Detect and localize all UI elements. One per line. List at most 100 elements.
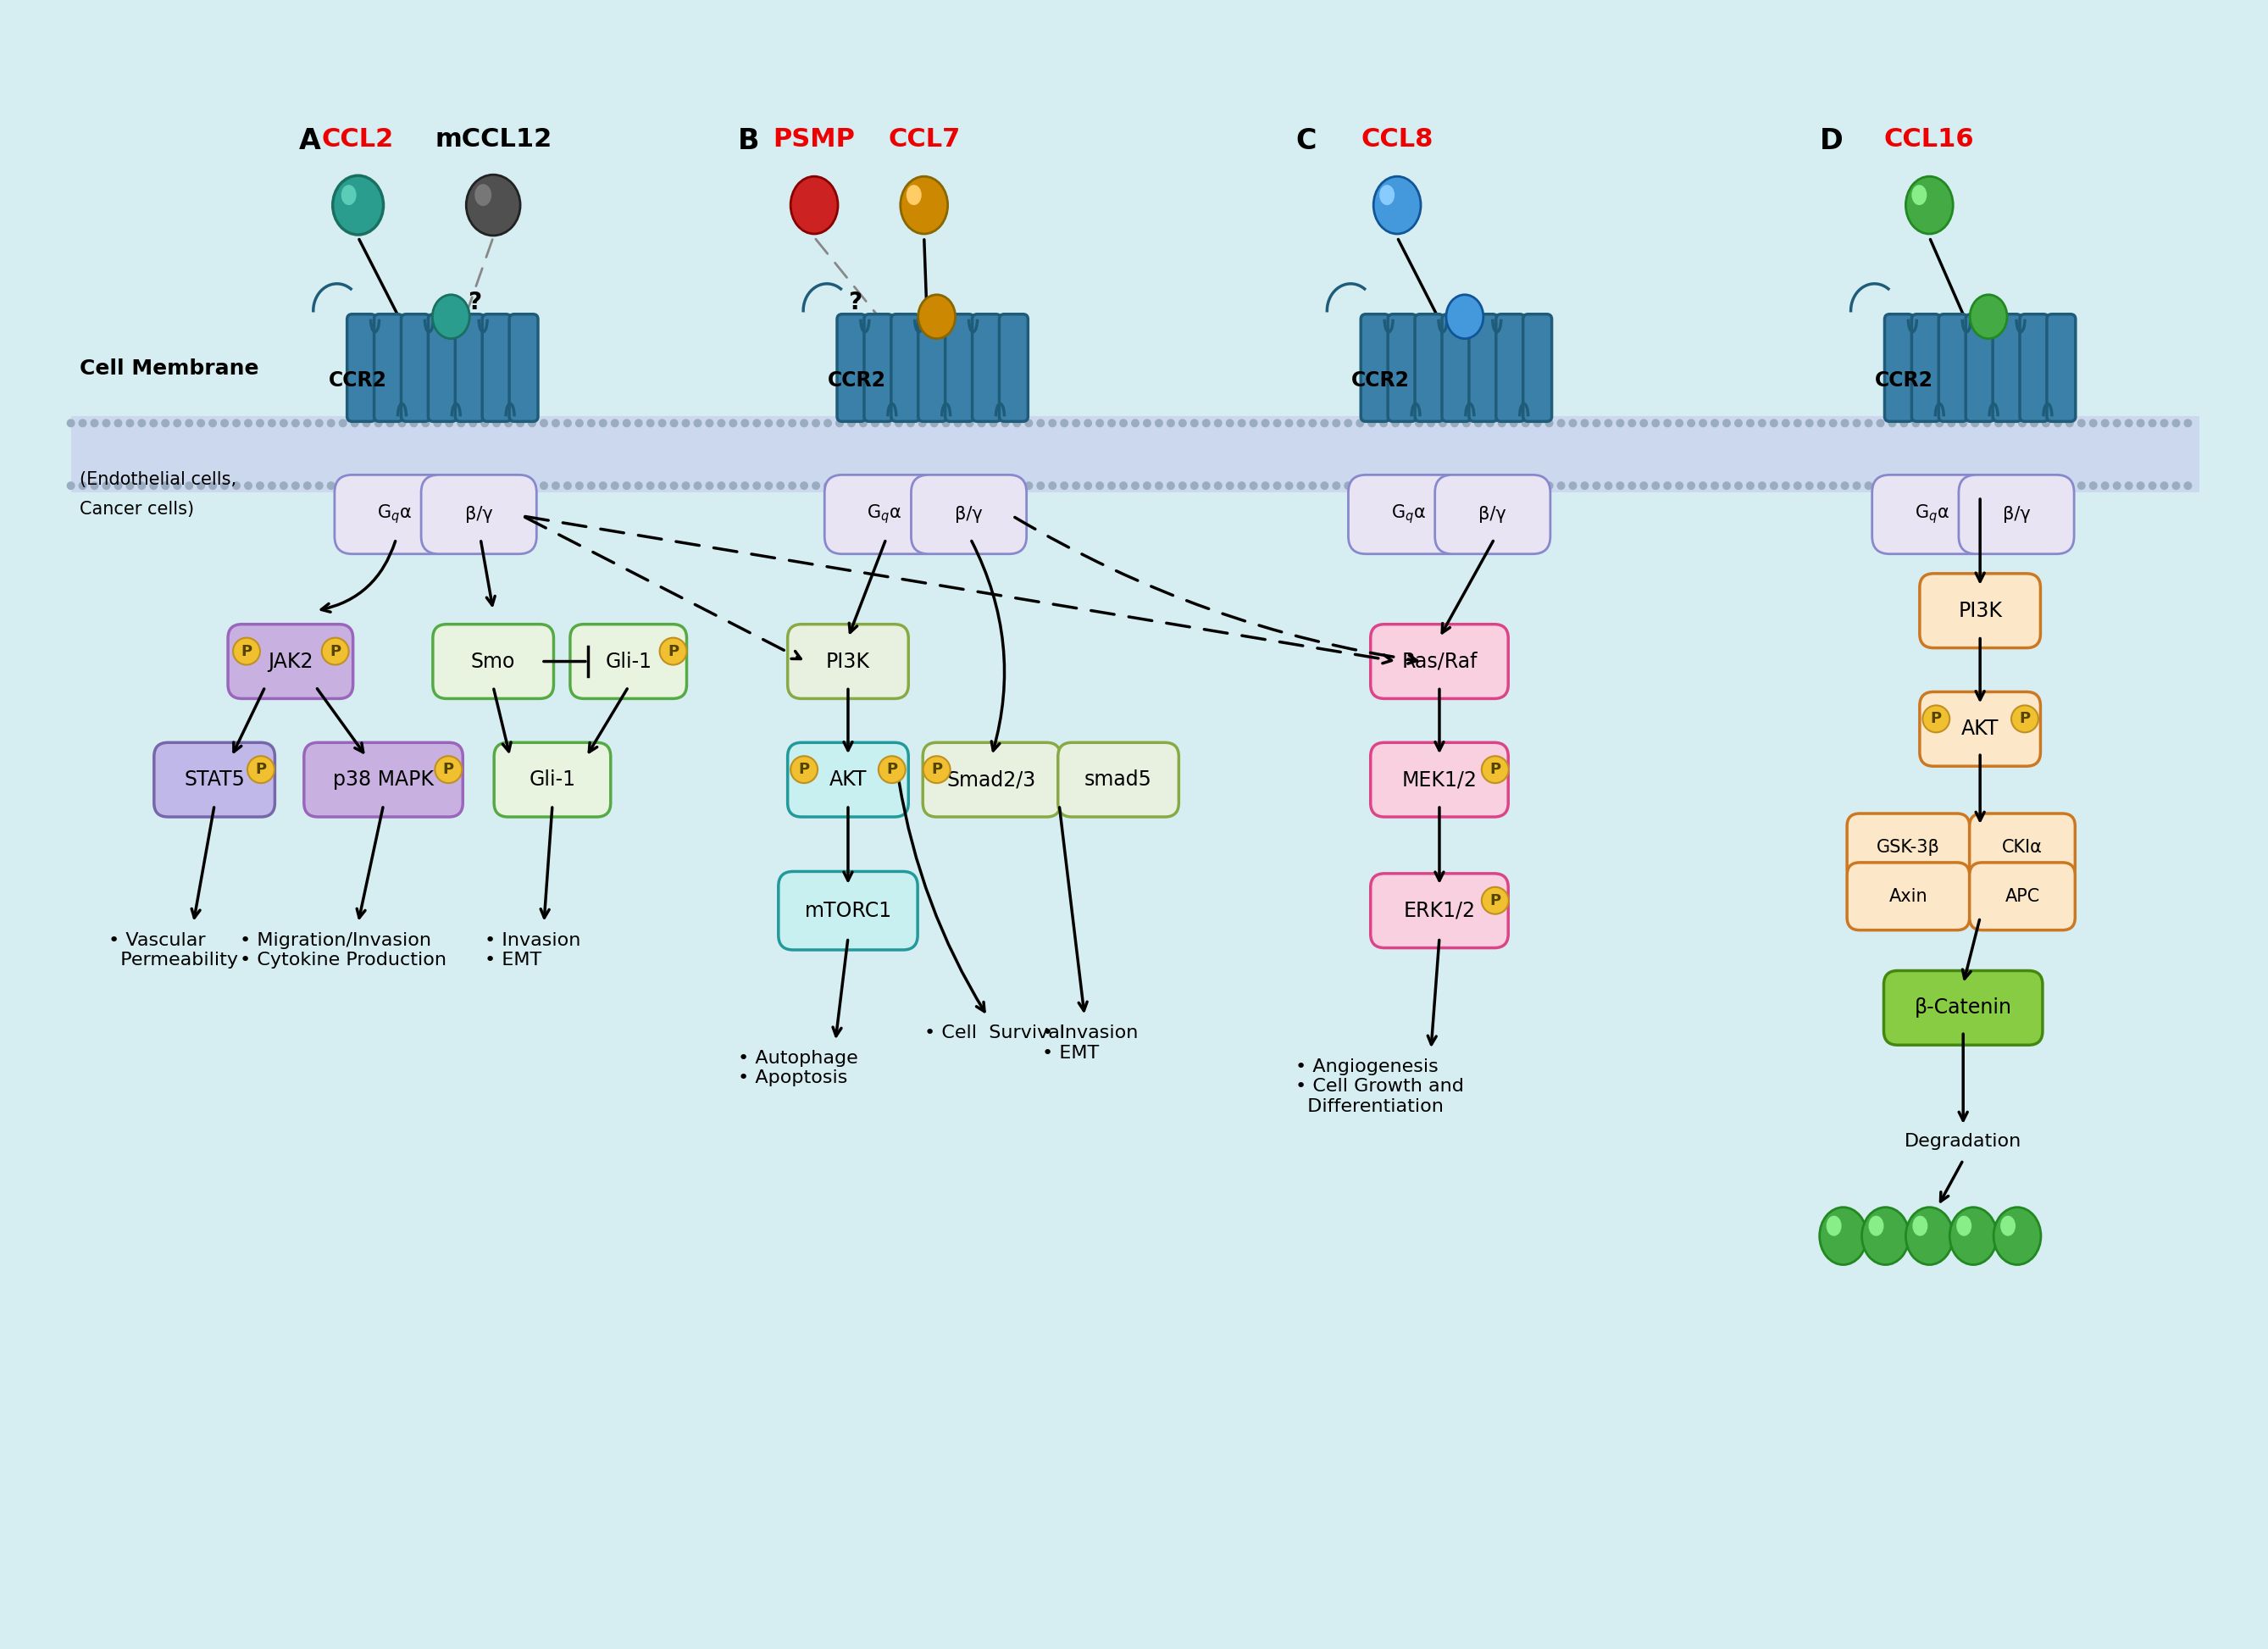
Circle shape xyxy=(1864,419,1873,427)
Circle shape xyxy=(878,755,905,783)
FancyBboxPatch shape xyxy=(304,742,463,816)
Text: CCR2: CCR2 xyxy=(1352,371,1408,391)
FancyBboxPatch shape xyxy=(347,315,376,422)
Text: PSMP: PSMP xyxy=(773,127,855,152)
FancyBboxPatch shape xyxy=(1057,742,1179,816)
FancyBboxPatch shape xyxy=(1994,315,2021,422)
FancyBboxPatch shape xyxy=(229,625,354,699)
Text: • Vascular
  Permeability: • Vascular Permeability xyxy=(109,932,238,968)
Circle shape xyxy=(1261,482,1270,490)
FancyBboxPatch shape xyxy=(787,625,909,699)
Circle shape xyxy=(694,419,701,427)
Circle shape xyxy=(231,419,240,427)
Circle shape xyxy=(1132,482,1139,490)
FancyBboxPatch shape xyxy=(787,742,909,816)
Circle shape xyxy=(966,482,973,490)
Circle shape xyxy=(1095,419,1105,427)
Circle shape xyxy=(1876,419,1885,427)
Circle shape xyxy=(1143,419,1152,427)
Circle shape xyxy=(209,419,218,427)
Circle shape xyxy=(1699,482,1708,490)
Circle shape xyxy=(1710,482,1719,490)
Circle shape xyxy=(1415,482,1424,490)
Text: A: A xyxy=(299,127,320,155)
Circle shape xyxy=(1132,419,1139,427)
Circle shape xyxy=(1758,482,1767,490)
Circle shape xyxy=(1617,482,1624,490)
FancyBboxPatch shape xyxy=(1470,315,1497,422)
Circle shape xyxy=(823,482,832,490)
Circle shape xyxy=(1912,482,1921,490)
Circle shape xyxy=(1284,482,1293,490)
Circle shape xyxy=(1014,482,1021,490)
Circle shape xyxy=(2148,419,2157,427)
Text: • Angiogenesis
• Cell Growth and
  Differentiation: • Angiogenesis • Cell Growth and Differe… xyxy=(1295,1059,1465,1115)
Text: β/γ: β/γ xyxy=(465,506,492,523)
Circle shape xyxy=(1687,482,1696,490)
Circle shape xyxy=(1628,419,1635,427)
FancyBboxPatch shape xyxy=(1846,813,1969,881)
Circle shape xyxy=(1345,419,1352,427)
Circle shape xyxy=(1449,419,1458,427)
Circle shape xyxy=(1948,419,1955,427)
Circle shape xyxy=(1166,482,1175,490)
Text: P: P xyxy=(256,762,265,777)
Circle shape xyxy=(941,419,950,427)
Circle shape xyxy=(481,419,490,427)
Circle shape xyxy=(1887,419,1896,427)
FancyBboxPatch shape xyxy=(494,742,610,816)
Circle shape xyxy=(422,482,431,490)
Circle shape xyxy=(1876,482,1885,490)
Circle shape xyxy=(245,482,252,490)
Circle shape xyxy=(1272,419,1281,427)
Circle shape xyxy=(91,419,100,427)
Circle shape xyxy=(363,482,370,490)
Circle shape xyxy=(599,482,608,490)
Circle shape xyxy=(1084,482,1093,490)
Circle shape xyxy=(1828,482,1837,490)
Circle shape xyxy=(1853,419,1862,427)
Circle shape xyxy=(268,419,277,427)
FancyBboxPatch shape xyxy=(923,742,1061,816)
Circle shape xyxy=(1474,482,1483,490)
Text: Axin: Axin xyxy=(1889,887,1928,905)
Circle shape xyxy=(1581,482,1590,490)
Circle shape xyxy=(2007,482,2014,490)
Circle shape xyxy=(923,755,950,783)
Circle shape xyxy=(1261,419,1270,427)
Circle shape xyxy=(1746,419,1755,427)
Circle shape xyxy=(919,419,928,427)
Circle shape xyxy=(860,482,866,490)
Circle shape xyxy=(2159,482,2168,490)
Circle shape xyxy=(113,482,122,490)
FancyBboxPatch shape xyxy=(1370,874,1508,948)
Circle shape xyxy=(683,419,689,427)
Circle shape xyxy=(953,419,962,427)
Ellipse shape xyxy=(1819,1207,1867,1265)
Circle shape xyxy=(2030,419,2039,427)
Text: MEK1/2: MEK1/2 xyxy=(1402,770,1476,790)
Text: Gli-1: Gli-1 xyxy=(528,770,576,790)
Circle shape xyxy=(1721,419,1730,427)
Circle shape xyxy=(1320,419,1329,427)
Circle shape xyxy=(304,419,311,427)
Circle shape xyxy=(1191,419,1198,427)
Circle shape xyxy=(1379,482,1388,490)
Circle shape xyxy=(1368,419,1377,427)
Circle shape xyxy=(1842,419,1848,427)
Circle shape xyxy=(1000,482,1009,490)
FancyBboxPatch shape xyxy=(1000,315,1027,422)
Circle shape xyxy=(1805,419,1814,427)
Circle shape xyxy=(2089,482,2098,490)
FancyBboxPatch shape xyxy=(1969,813,2075,881)
Circle shape xyxy=(2053,482,2062,490)
Circle shape xyxy=(787,482,796,490)
FancyBboxPatch shape xyxy=(433,625,553,699)
Text: CKIα: CKIα xyxy=(2003,839,2043,856)
Circle shape xyxy=(1497,419,1506,427)
Circle shape xyxy=(1438,419,1447,427)
Ellipse shape xyxy=(919,295,955,338)
Circle shape xyxy=(717,482,726,490)
Circle shape xyxy=(1783,419,1789,427)
Circle shape xyxy=(1213,482,1222,490)
